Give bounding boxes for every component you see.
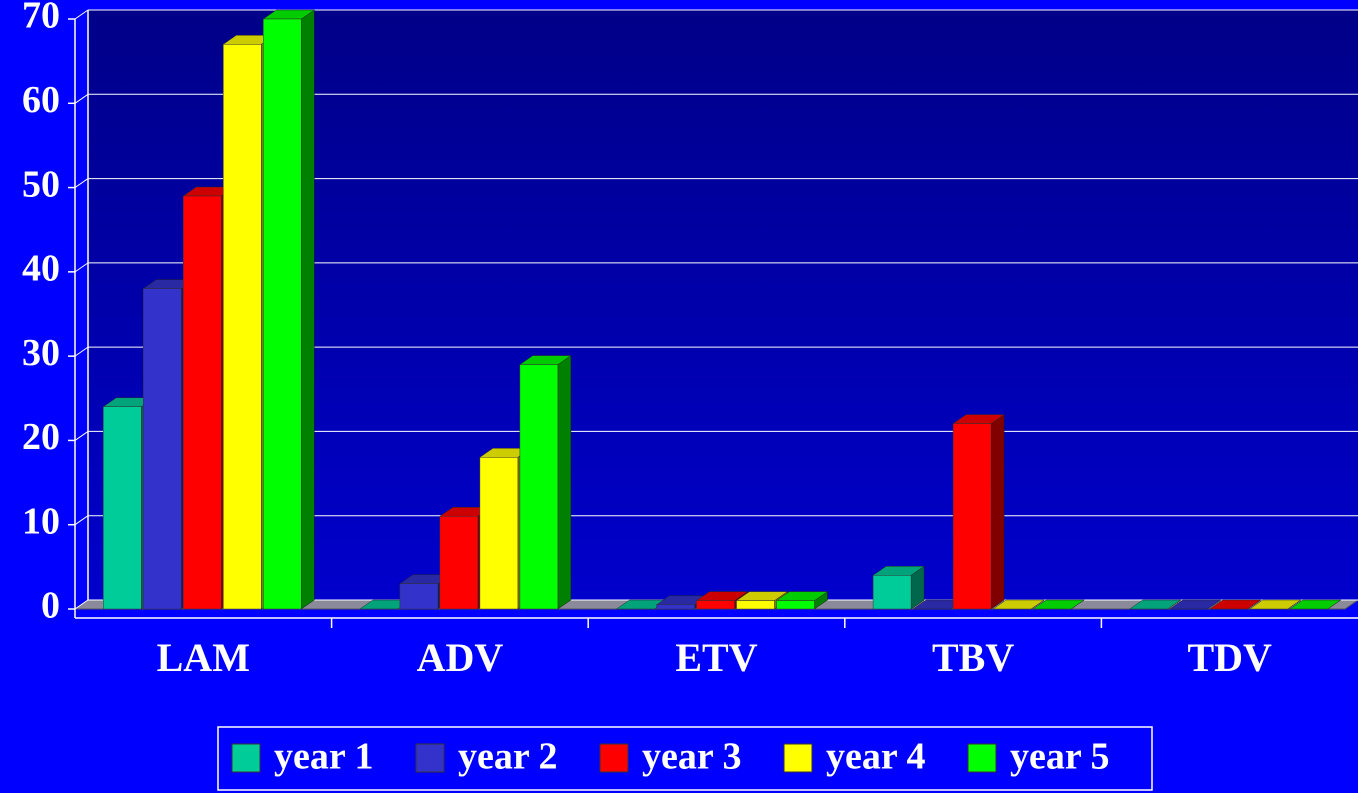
x-tick-label: LAM [157, 635, 250, 680]
bar-side [557, 355, 572, 610]
bar [952, 423, 992, 610]
y-tick-label: 60 [22, 79, 60, 121]
bar [263, 18, 302, 610]
x-tick-label: ADV [417, 635, 504, 680]
x-tick-label: TDV [1187, 635, 1272, 680]
legend-label: year 2 [458, 736, 558, 778]
legend-swatch [967, 743, 997, 773]
grid-edge [74, 262, 89, 273]
bar [696, 600, 735, 610]
bar [479, 457, 519, 610]
bar [519, 364, 559, 610]
grid-edge [74, 599, 89, 610]
legend-label: year 4 [826, 736, 926, 778]
grid-edge [74, 178, 89, 188]
x-tick-label: TBV [932, 635, 1014, 680]
bar-top [1168, 599, 1222, 610]
bar-top [992, 599, 1045, 610]
legend-swatch [415, 743, 445, 773]
bar-top [1128, 599, 1182, 610]
bar [399, 583, 439, 610]
y-tick-label: 10 [22, 500, 60, 542]
legend-label: year 3 [642, 736, 742, 778]
legend-label: year 1 [274, 736, 374, 778]
bar [439, 516, 479, 610]
bar [776, 600, 815, 610]
bar-side [990, 414, 1005, 610]
grid-edge [74, 346, 89, 357]
bar [223, 44, 262, 610]
bar-top [1208, 599, 1262, 610]
bar-top [1032, 599, 1085, 610]
bar-top [1248, 599, 1302, 610]
y-tick-label: 50 [22, 163, 60, 205]
legend-swatch [231, 743, 261, 773]
bar [143, 288, 182, 610]
bar-side [301, 9, 315, 610]
grid-edge [74, 93, 89, 104]
bar [736, 600, 775, 610]
grid-edge [74, 9, 89, 20]
bar [872, 575, 912, 610]
legend-swatch [783, 743, 813, 773]
y-tick-label: 20 [22, 416, 60, 458]
x-tick-label: ETV [675, 635, 757, 680]
grid-edge [74, 515, 89, 526]
y-tick-label: 70 [22, 0, 60, 37]
bar [103, 406, 142, 610]
legend-swatch [599, 743, 629, 773]
bar [183, 195, 222, 610]
y-tick-label: 0 [41, 585, 60, 627]
bar-top [1288, 599, 1342, 610]
y-tick-label: 40 [22, 248, 60, 290]
bar [656, 604, 695, 610]
grid-edge [74, 431, 89, 441]
legend-label: year 5 [1010, 736, 1110, 778]
y-tick-label: 30 [22, 332, 60, 374]
